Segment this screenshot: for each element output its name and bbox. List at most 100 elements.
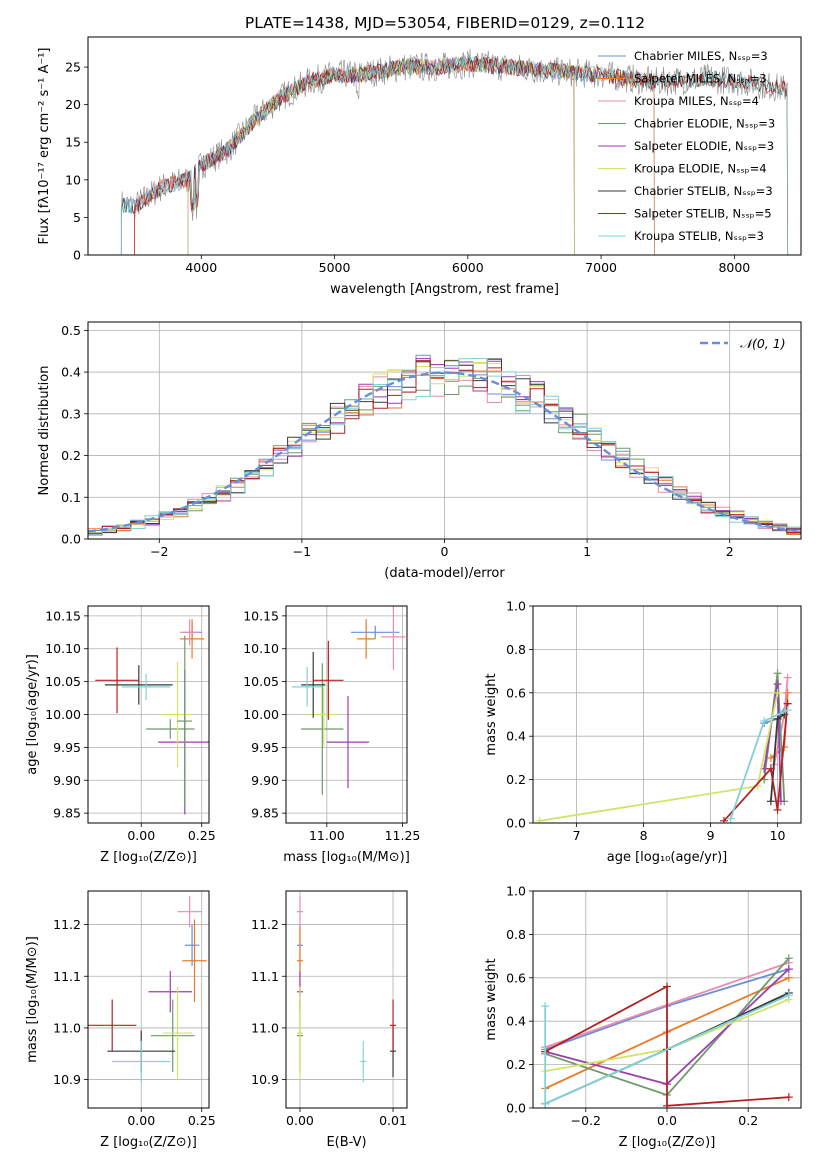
y-tick-label: 11.2 (251, 917, 279, 932)
y-tick-label: 0.6 (506, 970, 526, 985)
mass-weight-line (723, 703, 789, 822)
y-tick-label: 9.85 (251, 806, 279, 821)
y-tick-label: 9.95 (251, 740, 279, 755)
y-tick-label: 0.2 (506, 772, 526, 787)
axes-frame (285, 605, 408, 824)
x-tick-label: −0.2 (571, 1113, 601, 1128)
y-tick-label: 10.15 (243, 608, 279, 623)
x-axis-label: wavelength [Angstrom, rest frame] (330, 282, 559, 297)
x-tick-label: −1 (293, 544, 311, 559)
y-tick-label: 20 (65, 97, 81, 112)
legend-label: Chabrier ELODIE, Nₛₛₚ=3 (634, 117, 775, 131)
y-tick-label: 15 (65, 135, 81, 150)
x-axis-label: age [log₁₀(age/yr)] (607, 850, 728, 865)
y-tick-label: 10.10 (243, 641, 279, 656)
x-tick-label: 0.00 (127, 1113, 155, 1128)
legend-label: 𝒩(0, 1) (740, 336, 786, 351)
x-axis-label: Z [log₁₀(Z/Z⊙)] (619, 1135, 716, 1150)
model-spectrum-line (187, 57, 575, 255)
axes-frame (87, 890, 210, 1109)
y-tick-label: 0.0 (506, 1101, 526, 1116)
x-tick-label: −2 (150, 544, 168, 559)
x-tick-label: 4000 (185, 260, 217, 275)
y-tick-label: 11.0 (251, 1020, 279, 1035)
y-tick-label: 0.2 (61, 448, 81, 463)
residual-histogram (88, 358, 801, 535)
y-tick-label: 0.3 (61, 406, 81, 421)
spectrum-legend: Chabrier MILES, Nₛₛₚ=3 Salpeter MILES, Nₛ… (598, 49, 775, 243)
x-tick-label: 8000 (718, 260, 750, 275)
y-axis-label: mass [log₁₀(M/M⊙)] (25, 936, 40, 1063)
legend-label: Chabrier STELIB, Nₛₛₚ=3 (634, 184, 773, 198)
plot-area-mass_vs_Z (88, 896, 207, 1083)
y-tick-label: 0.4 (61, 365, 81, 380)
y-tick-label: 0.0 (506, 816, 526, 831)
y-tick-label: 0.1 (61, 490, 81, 505)
plot-area-age_vs_mass (292, 606, 406, 795)
x-axis-label: E(B-V) (326, 1135, 366, 1150)
panel-mass_vs_Z: 0.00 0.25 10.9 11.0 11.1 11.2 Z [log₁₀(Z/Z⊙)] m… (25, 890, 216, 1150)
y-tick-label: 9.85 (53, 806, 81, 821)
plot-area-sfh_age (535, 669, 792, 823)
panel-mass_vs_ebv: 0.00 0.01 10.9 11.0 11.1 11.2 E(B-V) (251, 890, 408, 1150)
y-tick-label: 1.0 (506, 884, 526, 899)
x-tick-label: 11.00 (309, 828, 345, 843)
residual-legend: 𝒩(0, 1) (700, 336, 786, 351)
plot-area-age_vs_Z (95, 619, 209, 815)
x-tick-label: 5000 (319, 260, 351, 275)
x-tick-label: 0.00 (127, 828, 155, 843)
y-tick-label: 10.15 (45, 608, 81, 623)
x-axis-label: Z [log₁₀(Z/Z⊙)] (100, 1135, 197, 1150)
panel-spectrum: 4000 5000 6000 7000 8000 0 5 10 15 20 25 wavelength… (37, 36, 802, 297)
x-tick-label: 10 (770, 828, 786, 843)
axes-frame (532, 890, 802, 1109)
x-tick-label: 9 (707, 828, 715, 843)
x-tick-label: 0 (441, 544, 449, 559)
y-axis-label: Flux [fλ10⁻¹⁷ erg cm⁻² s⁻¹ A⁻¹] (37, 48, 52, 245)
y-tick-label: 5 (73, 210, 81, 225)
figure-title: PLATE=1438, MJD=53054, FIBERID=0129, z=0… (245, 14, 645, 32)
y-tick-label: 0.4 (506, 729, 526, 744)
y-tick-label: 0.8 (506, 642, 526, 657)
axes-frame (87, 36, 802, 256)
y-tick-label: 0.0 (61, 532, 81, 547)
legend-label: Kroupa STELIB, Nₛₛₚ=3 (634, 229, 764, 243)
x-tick-label: 8 (640, 828, 648, 843)
y-tick-label: 10.05 (45, 674, 81, 689)
plot-area-mass_vs_ebv (296, 896, 397, 1083)
panel-sfh_Z: −0.2 0.0 0.2 0.0 0.2 0.4 0.6 0.8 1.0 Z [log₁₀(Z/Z… (484, 884, 802, 1150)
x-axis-label: (data-model)/error (384, 566, 505, 581)
y-tick-label: 1.0 (506, 599, 526, 614)
model-spectrum-line (134, 56, 789, 255)
plot-area-spectrum (120, 48, 789, 255)
y-tick-label: 10 (65, 172, 81, 187)
model-spectrum-line (134, 54, 575, 255)
y-tick-label: 0 (73, 248, 81, 263)
x-tick-label: 0.2 (738, 1113, 758, 1128)
x-tick-label: 0.00 (286, 1113, 314, 1128)
y-tick-label: 10.00 (45, 707, 81, 722)
model-spectrum-line (187, 55, 575, 255)
model-spectrum-line (120, 56, 789, 255)
legend-label: Salpeter MILES, Nₛₛₚ=3 (634, 72, 767, 86)
x-axis-label: mass [log₁₀(M/M⊙)] (283, 850, 410, 865)
legend-label: Salpeter STELIB, Nₛₛₚ=5 (634, 207, 772, 221)
y-axis-label: mass weight (484, 958, 499, 1040)
y-tick-label: 10.9 (53, 1072, 81, 1087)
y-tick-label: 10.00 (243, 707, 279, 722)
y-tick-label: 9.95 (53, 740, 81, 755)
x-tick-label: 0.0 (657, 1113, 677, 1128)
legend-label: Salpeter ELODIE, Nₛₛₚ=3 (634, 139, 774, 153)
model-spectrum-line (120, 55, 789, 255)
y-tick-label: 0.2 (506, 1057, 526, 1072)
y-tick-label: 11.1 (251, 969, 279, 984)
x-tick-label: 0.25 (188, 828, 216, 843)
y-tick-label: 10.05 (243, 674, 279, 689)
y-tick-label: 0.8 (506, 927, 526, 942)
y-tick-label: 9.90 (53, 773, 81, 788)
panel-age_vs_mass: 11.00 11.25 9.85 9.90 9.95 10.00 10.05 10.10 10.… (243, 605, 420, 865)
mass-weight-line (544, 984, 789, 1107)
y-tick-label: 9.90 (251, 773, 279, 788)
x-tick-label: 0.25 (188, 1113, 216, 1128)
